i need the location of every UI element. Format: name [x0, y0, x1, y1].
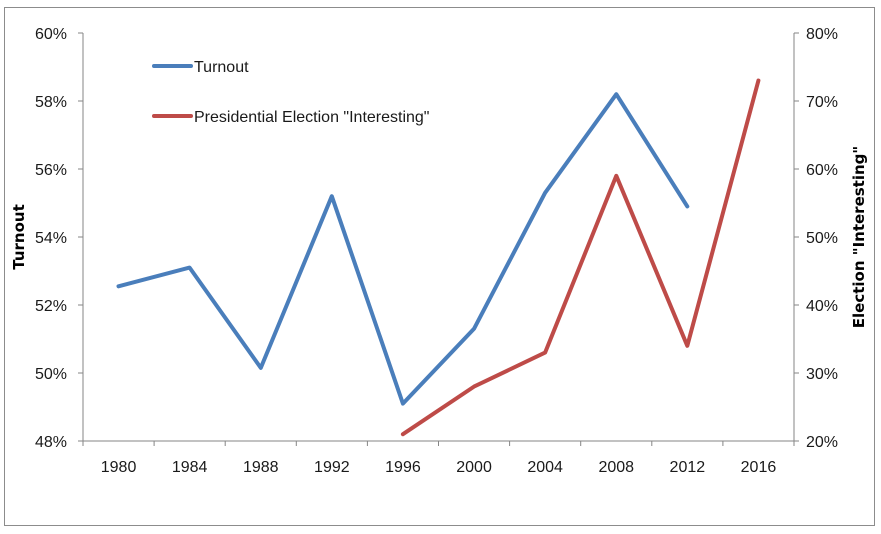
- legend: Turnout Presidential Election "Interestin…: [152, 59, 429, 126]
- left-tick-label: 50%: [35, 366, 67, 383]
- right-tick-label: 70%: [806, 94, 838, 111]
- x-tick-label: 1980: [101, 459, 137, 476]
- legend-label: Turnout: [194, 59, 249, 76]
- left-tick-label: 48%: [35, 434, 67, 451]
- left-tick-label: 52%: [35, 298, 67, 315]
- series-lines: [116, 78, 761, 437]
- left-axis-title: Turnout: [10, 204, 28, 270]
- right-tick-label: 20%: [806, 434, 838, 451]
- left-tick-label: 58%: [35, 94, 67, 111]
- x-tick-label: 1992: [314, 459, 350, 476]
- chart-frame: [4, 7, 875, 526]
- x-tick-label: 1988: [243, 459, 279, 476]
- left-tick-label: 54%: [35, 230, 67, 247]
- right-tick-label: 50%: [806, 230, 838, 247]
- x-tick-label: 2004: [527, 459, 563, 476]
- x-tick-label: 2012: [670, 459, 706, 476]
- right-tick-label: 30%: [806, 366, 838, 383]
- axes: 48% 50% 52% 54% 56% 58% 60% 20% 30% 40% 50% 60% 70% 8…: [35, 26, 838, 476]
- left-tick-label: 56%: [35, 162, 67, 179]
- x-tick-label: 1996: [385, 459, 421, 476]
- left-tick-label: 60%: [35, 26, 67, 43]
- legend-label: Presidential Election "Interesting": [194, 109, 429, 126]
- right-tick-label: 60%: [806, 162, 838, 179]
- series-line-interesting: [400, 78, 761, 437]
- right-axis-title: Election "Interesting": [850, 146, 868, 328]
- x-tick-label: 2008: [598, 459, 634, 476]
- right-tick-label: 80%: [806, 26, 838, 43]
- series-line-turnout: [116, 92, 690, 406]
- x-tick-label: 2016: [741, 459, 777, 476]
- right-tick-label: 40%: [806, 298, 838, 315]
- x-tick-label: 2000: [456, 459, 492, 476]
- x-tick-label: 1984: [172, 459, 208, 476]
